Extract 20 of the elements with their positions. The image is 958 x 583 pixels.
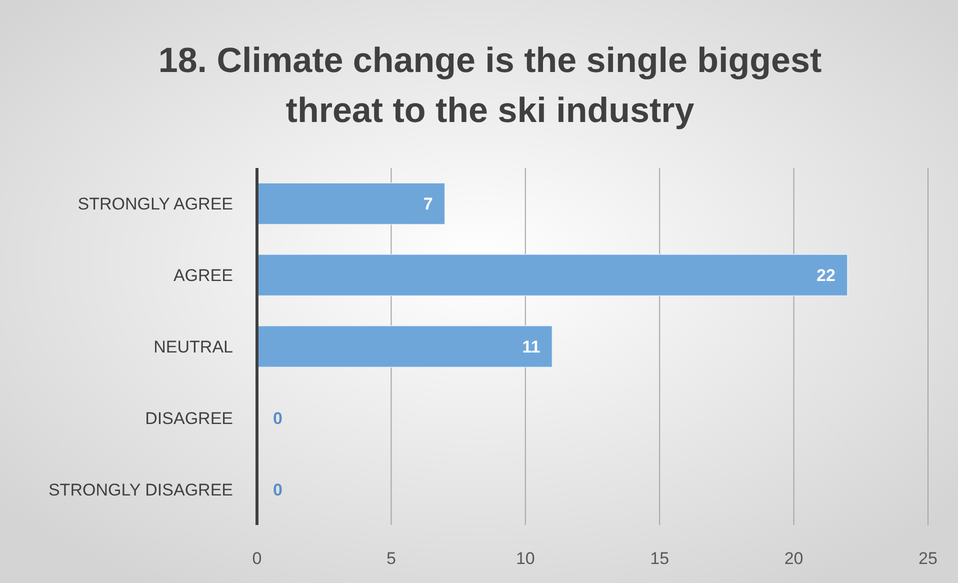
data-label: 22 <box>816 266 836 286</box>
bar <box>256 182 446 225</box>
data-label: 0 <box>273 480 282 500</box>
y-tick-label: DISAGREE <box>145 408 233 428</box>
bar <box>256 325 553 368</box>
y-tick-label: AGREE <box>173 266 233 286</box>
chart-title: 18. Climate change is the single biggest threat to the ski industry <box>158 41 822 130</box>
x-tick-label: 20 <box>784 549 804 568</box>
x-tick-label: 5 <box>386 549 396 568</box>
data-label: 11 <box>522 338 540 356</box>
y-tick-label: STRONGLY DISAGREE <box>48 480 233 500</box>
y-tick-label: NEUTRAL <box>154 338 233 356</box>
x-tick-label: 10 <box>516 549 535 568</box>
x-tick-label: 15 <box>650 549 670 568</box>
y-tick-label: STRONGLY AGREE <box>78 194 233 214</box>
x-tick-label: 0 <box>252 549 262 568</box>
x-tick-label: 25 <box>918 549 938 568</box>
data-label: 0 <box>273 408 282 428</box>
data-label: 7 <box>423 194 433 214</box>
bar <box>256 254 848 296</box>
